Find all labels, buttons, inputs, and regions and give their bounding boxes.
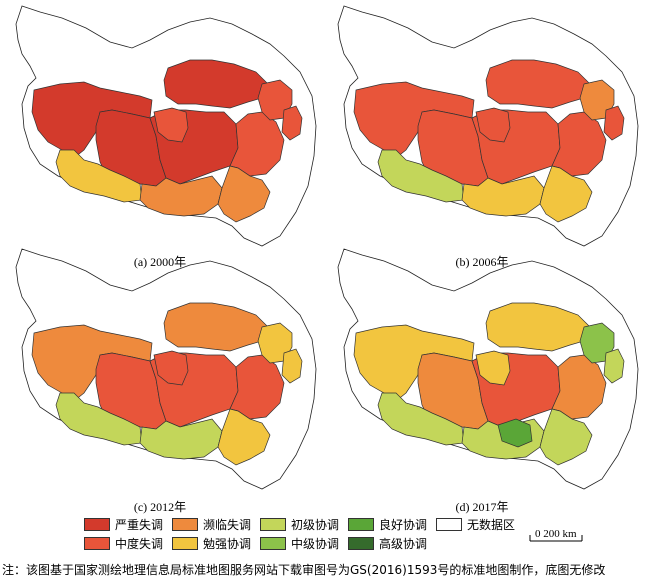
legend-item-high: 高级协调 [348,535,427,551]
scale-bar [529,535,583,542]
legend-swatch [348,517,374,531]
legend-item-intermediate: 中级协调 [260,535,339,551]
footnote: 注：该图基于国家测绘地理信息局标准地图服务网站下载审图号为GS(2016)159… [2,563,606,577]
legend-swatch [172,536,198,550]
map-svg [15,5,317,247]
legend-item-primary: 初级协调 [260,516,339,532]
legend-label: 勉强协调 [203,536,252,551]
legend-label: 无数据区 [467,517,516,532]
region-ne [485,59,591,109]
map-panel-2006 [322,0,642,247]
panel-caption: (a) 2000年 [133,255,187,269]
region-se [217,408,271,466]
region-pocket [153,107,189,143]
region-fe2 [281,105,303,141]
legend-label: 良好协调 [379,517,428,532]
panel-caption: (c) 2012年 [133,500,187,514]
region-pocket [153,350,189,386]
panel-caption: (b) 2006年 [455,255,509,269]
region-se [217,165,271,223]
legend-label: 初级协调 [291,517,340,532]
map-svg [337,5,639,247]
legend-label: 高级协调 [379,536,428,551]
region-ne [163,302,269,352]
legend-item-severe: 严重失调 [84,516,163,532]
legend-label: 中度失调 [115,536,164,551]
region-e [229,111,285,177]
legend-item-good: 良好协调 [348,516,427,532]
legend-swatch [348,536,374,550]
legend-item-nodata: 无数据区 [436,516,515,532]
legend-label: 严重失调 [115,517,164,532]
legend-item-near: 濒临失调 [172,516,251,532]
legend-swatch [436,517,462,531]
legend-label: 濒临失调 [203,517,252,532]
legend-swatch [84,536,110,550]
legend-swatch [260,536,286,550]
region-center_green [497,418,533,448]
region-se [539,408,593,466]
legend-swatch [84,517,110,531]
region-pocket [475,107,511,143]
map-svg [337,248,639,490]
region-se [539,165,593,223]
region-ne [485,302,591,352]
legend: 严重失调 中度失调 濒临失调 勉强协调 初级协调 中级协调 良好协调 高级协调 … [84,516,584,556]
region-fe2 [603,348,625,384]
region-pocket [475,350,511,386]
scale-label: 0 200 km [535,528,577,540]
region-e [229,354,285,420]
region-fe2 [281,348,303,384]
map-panel-2012 [0,243,320,490]
legend-swatch [172,517,198,531]
legend-item-barely: 勉强协调 [172,535,251,551]
region-e [551,354,607,420]
region-ne [163,59,269,109]
legend-swatch [260,517,286,531]
panel-caption: (d) 2017年 [455,500,509,514]
map-panel-2017 [322,243,642,490]
legend-label: 中级协调 [291,536,340,551]
map-svg [15,248,317,490]
region-fe2 [603,105,625,141]
legend-item-moderate: 中度失调 [84,535,163,551]
region-e [551,111,607,177]
map-panel-2000 [0,0,320,247]
